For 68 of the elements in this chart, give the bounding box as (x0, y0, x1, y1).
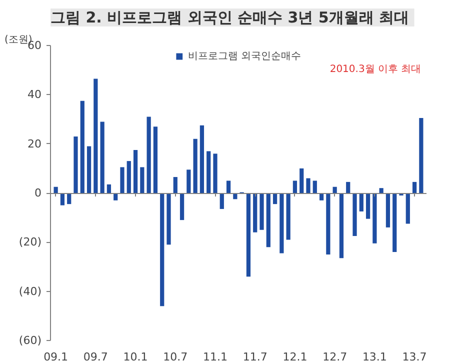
bar (339, 193, 344, 258)
bar (86, 146, 92, 193)
bar (346, 182, 350, 193)
bar (206, 151, 211, 193)
bar (100, 122, 104, 193)
bar (372, 193, 377, 244)
x-tick-label: 12.7 (322, 350, 348, 363)
bar (359, 193, 364, 212)
bar (306, 178, 310, 193)
bar (133, 150, 138, 193)
bar (126, 161, 131, 193)
bar (226, 180, 231, 193)
x-tick-label: 10.7 (163, 350, 188, 363)
bar (366, 193, 370, 219)
y-tick-label: 40 (28, 88, 42, 102)
legend-label: 비프로그램 외국인순매수 (188, 50, 302, 63)
bar (419, 118, 424, 193)
y-tick-label: 0 (34, 186, 42, 200)
bar (406, 193, 410, 224)
bar (180, 193, 184, 220)
bar (140, 167, 144, 193)
x-tick-label: 13.1 (362, 350, 387, 363)
x-tick-label: 11.7 (242, 350, 268, 363)
bar (266, 193, 270, 248)
bar (312, 180, 317, 193)
x-tick-label: 09.1 (44, 350, 68, 363)
y-tick-label: (20) (18, 236, 42, 249)
bar (106, 184, 112, 193)
y-tick-label: (60) (18, 334, 42, 347)
bar (80, 100, 84, 193)
bar (300, 168, 304, 193)
bar (392, 193, 397, 252)
bar (352, 193, 357, 236)
bar (326, 193, 330, 254)
bar (213, 154, 218, 193)
bar (200, 125, 204, 193)
bar (260, 193, 264, 230)
bar (94, 78, 98, 193)
bar (153, 126, 158, 193)
x-tick-label: 11.1 (203, 350, 228, 363)
bar (253, 193, 258, 232)
bar (160, 193, 164, 306)
bar (386, 193, 390, 228)
bar (120, 167, 124, 193)
bar (186, 170, 191, 193)
x-tick-label: 12.1 (282, 350, 308, 363)
bar (60, 193, 65, 206)
y-tick-label: 20 (28, 137, 42, 150)
bar (166, 193, 171, 245)
bar (332, 186, 337, 193)
x-tick-label: 13.7 (402, 350, 427, 363)
bar (412, 182, 417, 193)
bar (193, 138, 198, 193)
bar (246, 193, 251, 277)
chart-title: 그림 2. 비프로그램 외국인 순매수 3년 5개월래 최대 (50, 8, 410, 26)
bar (173, 177, 178, 193)
bar (146, 116, 151, 193)
x-tick-label: 09.7 (83, 350, 108, 363)
bar (280, 193, 284, 254)
bar (286, 193, 290, 240)
bar (379, 188, 384, 193)
annotation: 2010.3월 이후 최대 (330, 64, 422, 75)
bar (220, 193, 224, 209)
bar (292, 180, 298, 193)
x-tick-label: 10.1 (123, 350, 148, 363)
bar (54, 186, 58, 193)
y-tick-label: (40) (18, 284, 42, 298)
bar (74, 136, 78, 193)
